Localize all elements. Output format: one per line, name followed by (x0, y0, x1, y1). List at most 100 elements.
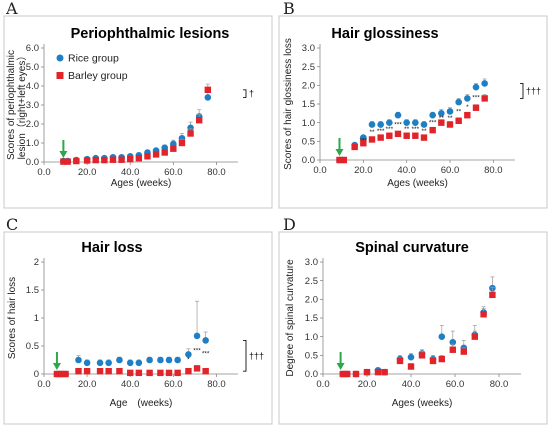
data-point-rice (472, 83, 480, 91)
data-point-barley (381, 368, 388, 376)
data-point-barley (336, 156, 343, 164)
data-point-barley (394, 130, 402, 138)
y-tick-label: 1.0 (302, 118, 315, 129)
data-point-barley (96, 368, 104, 375)
y-tick-label: 1.0 (26, 138, 39, 149)
data-point-barley (116, 368, 123, 375)
y-tick-label: 4.0 (26, 81, 39, 92)
data-point-rice (360, 134, 367, 141)
y-tick-label: 5.0 (26, 62, 39, 73)
data-point-rice (96, 359, 104, 367)
significance-asterisks: *** (386, 126, 394, 133)
data-point-barley (118, 156, 125, 163)
data-point-rice (204, 94, 212, 101)
legend-marker-barley (56, 72, 64, 79)
x-tick-label: 0.0 (37, 379, 50, 390)
data-point-barley (418, 352, 426, 359)
x-tick-label: 60.0 (164, 167, 183, 178)
y-tick-label: 2 (34, 257, 39, 268)
data-point-rice (438, 110, 445, 117)
y-axis-label: Degree of spinal curvature (285, 259, 296, 377)
data-point-rice (135, 359, 143, 367)
data-point-barley (480, 311, 487, 318)
y-axis-label: Scores of periophthalmic (6, 50, 17, 160)
data-point-barley (144, 153, 151, 160)
y-tick-label: 3.0 (302, 43, 315, 54)
y-tick-label: 1.5 (305, 313, 318, 324)
x-tick-label: 20.0 (78, 379, 97, 390)
data-point-rice (394, 111, 402, 119)
data-point-barley (58, 370, 65, 378)
data-point-barley (83, 157, 91, 164)
chart-hair-glossiness: B Hair glossiness 0.0 0.5 1.0 1.5 2.0 2.5 3.0 0.0… (278, 0, 548, 209)
significance-asterisks: ** (421, 128, 427, 135)
data-point-barley (146, 369, 153, 377)
green-arrow-head-icon (335, 149, 344, 156)
data-point-barley (377, 134, 384, 141)
data-point-barley (438, 119, 445, 126)
data-point-rice (429, 111, 436, 119)
x-axis-label: Ages (weeks) (392, 398, 453, 409)
x-tick-label: 40.0 (397, 165, 416, 176)
panel-frame (278, 231, 548, 425)
data-point-barley (185, 368, 192, 375)
y-tick-label: 2.0 (26, 119, 39, 130)
data-point-rice (193, 332, 201, 340)
chart-title: Hair glossiness (331, 26, 438, 42)
panel-frame (3, 15, 273, 209)
data-point-barley (165, 369, 173, 377)
chart-periophthalmic-lesions: A Periophthalmic lesions 0.0 1.0 2.0 3.0 4.0 5.… (3, 0, 273, 209)
legend-marker-rice (56, 54, 64, 62)
significance-asterisks: *** (472, 94, 480, 101)
data-point-barley (396, 357, 404, 365)
y-tick-label: 0.5 (302, 137, 315, 148)
data-point-barley (351, 143, 358, 151)
data-point-barley (75, 368, 82, 375)
data-point-barley (135, 155, 143, 162)
data-point-rice (116, 356, 123, 364)
panel-label: C (6, 215, 18, 234)
data-point-rice (438, 333, 446, 340)
data-point-barley (60, 158, 67, 165)
x-tick-label: 40.0 (121, 167, 140, 178)
data-point-barley (360, 140, 367, 147)
data-point-rice (407, 353, 415, 361)
y-tick-label: 1.5 (26, 285, 39, 296)
data-point-barley (471, 333, 478, 340)
data-point-barley (449, 346, 456, 353)
y-tick-label: 0.0 (305, 369, 318, 380)
y-tick-label: 6.0 (26, 43, 39, 54)
x-tick-label: 40.0 (402, 379, 421, 390)
data-point-barley (455, 117, 462, 124)
chart-spinal-curvature: D Spinal curvature 0.0 0.5 1.0 1.5 2.0 2.5 3.0 0.… (278, 215, 548, 425)
y-axis-label: lesion（right+left eyes） (16, 51, 28, 160)
data-point-barley (420, 134, 428, 141)
significance-asterisks: *** (429, 120, 437, 127)
y-tick-label: 0.0 (26, 157, 39, 168)
significance-bracket (243, 89, 247, 98)
y-tick-label: 3.0 (26, 100, 39, 111)
x-tick-label: 60.0 (164, 379, 183, 390)
data-point-barley (127, 369, 134, 377)
data-point-barley (196, 117, 203, 124)
x-tick-label: 80.0 (207, 379, 226, 390)
x-tick-label: 80.0 (207, 167, 226, 178)
data-point-rice (446, 108, 454, 115)
data-point-rice (185, 351, 192, 358)
data-point-rice (165, 356, 173, 364)
data-point-barley (489, 291, 496, 299)
data-point-barley (152, 151, 160, 158)
panel-label: A (5, 0, 18, 18)
chart-title: Periophthalmic lesions (71, 26, 230, 42)
y-tick-label: 0 (34, 369, 39, 380)
data-point-barley (429, 126, 436, 134)
significance-asterisks: *** (412, 126, 420, 133)
x-tick-label: 40.0 (121, 379, 140, 390)
data-point-barley (374, 368, 382, 376)
data-point-barley (127, 155, 134, 163)
data-point-rice (412, 119, 419, 126)
data-point-rice (481, 80, 488, 87)
significance-asterisks: *** (193, 348, 201, 355)
data-point-barley (161, 149, 168, 156)
significance-asterisks: * (466, 104, 469, 111)
